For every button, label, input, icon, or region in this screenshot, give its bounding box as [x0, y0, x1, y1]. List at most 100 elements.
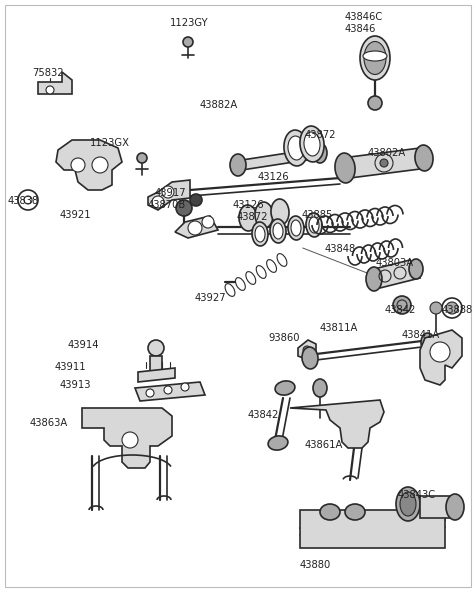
Text: 43882A: 43882A — [200, 100, 238, 110]
Ellipse shape — [309, 217, 319, 233]
Text: 43917: 43917 — [155, 188, 187, 198]
Circle shape — [162, 186, 174, 198]
Text: 43838: 43838 — [8, 196, 39, 206]
Circle shape — [183, 37, 193, 47]
Ellipse shape — [313, 143, 327, 163]
Circle shape — [188, 221, 202, 235]
Text: 43888: 43888 — [442, 305, 473, 315]
Text: 43927: 43927 — [195, 293, 227, 303]
Text: 43880: 43880 — [300, 560, 331, 570]
Ellipse shape — [360, 36, 390, 80]
Ellipse shape — [288, 136, 304, 160]
Text: 1123GY: 1123GY — [170, 18, 208, 28]
Circle shape — [446, 302, 458, 314]
Polygon shape — [298, 340, 316, 360]
Circle shape — [393, 296, 411, 314]
Ellipse shape — [284, 130, 308, 166]
Text: 75832: 75832 — [32, 68, 64, 78]
Circle shape — [430, 302, 442, 314]
Ellipse shape — [300, 126, 324, 162]
Text: 43921: 43921 — [60, 210, 91, 220]
Text: 43863A: 43863A — [30, 418, 68, 428]
Ellipse shape — [400, 492, 416, 516]
Polygon shape — [56, 140, 122, 190]
Ellipse shape — [291, 220, 301, 236]
Ellipse shape — [304, 132, 320, 156]
Ellipse shape — [363, 51, 387, 61]
Ellipse shape — [306, 213, 322, 237]
Ellipse shape — [268, 436, 288, 450]
Circle shape — [71, 158, 85, 172]
Ellipse shape — [230, 154, 246, 176]
Circle shape — [137, 153, 147, 163]
Text: 43870B: 43870B — [148, 200, 186, 210]
Text: 43885: 43885 — [302, 210, 333, 220]
Text: 43802A: 43802A — [368, 148, 406, 158]
Text: 1123GX: 1123GX — [90, 138, 130, 148]
Circle shape — [122, 432, 138, 448]
Ellipse shape — [313, 379, 327, 397]
Circle shape — [202, 216, 214, 228]
Text: 43846: 43846 — [345, 24, 377, 34]
Ellipse shape — [396, 487, 420, 521]
Ellipse shape — [366, 267, 382, 291]
Circle shape — [181, 383, 189, 391]
Ellipse shape — [275, 381, 295, 395]
Polygon shape — [420, 330, 462, 385]
Circle shape — [152, 196, 164, 208]
Circle shape — [430, 342, 450, 362]
Text: 43872: 43872 — [305, 130, 337, 140]
Ellipse shape — [364, 41, 386, 75]
Ellipse shape — [270, 219, 286, 243]
Circle shape — [190, 194, 202, 206]
Circle shape — [380, 159, 388, 167]
Text: 43811A: 43811A — [320, 323, 358, 333]
Ellipse shape — [255, 226, 265, 242]
Text: 43843C: 43843C — [398, 490, 436, 500]
Text: 43911: 43911 — [55, 362, 87, 372]
Ellipse shape — [446, 494, 464, 520]
Text: 43842: 43842 — [385, 305, 416, 315]
Ellipse shape — [288, 216, 304, 240]
Text: 43861A: 43861A — [305, 440, 343, 450]
Text: 43848: 43848 — [325, 244, 356, 254]
Ellipse shape — [271, 199, 289, 225]
Polygon shape — [175, 216, 218, 238]
Text: 43846C: 43846C — [345, 12, 383, 22]
Text: 43841A: 43841A — [402, 330, 440, 340]
Circle shape — [148, 340, 164, 356]
Ellipse shape — [239, 205, 257, 231]
Polygon shape — [290, 400, 384, 448]
Text: 43842: 43842 — [248, 410, 279, 420]
Polygon shape — [38, 72, 72, 94]
Ellipse shape — [320, 504, 340, 520]
Text: 43803A: 43803A — [376, 258, 414, 268]
Polygon shape — [82, 408, 172, 468]
Ellipse shape — [345, 504, 365, 520]
Circle shape — [46, 86, 54, 94]
Text: 43872: 43872 — [237, 212, 268, 222]
Polygon shape — [342, 148, 428, 178]
Circle shape — [303, 346, 311, 354]
Circle shape — [164, 386, 172, 394]
Polygon shape — [238, 148, 320, 170]
Text: 43126: 43126 — [233, 200, 265, 210]
Polygon shape — [370, 260, 420, 288]
Ellipse shape — [273, 223, 283, 239]
Text: 43913: 43913 — [60, 380, 91, 390]
Circle shape — [146, 389, 154, 397]
Ellipse shape — [255, 202, 273, 228]
Ellipse shape — [302, 347, 318, 369]
Polygon shape — [148, 180, 190, 210]
Ellipse shape — [335, 153, 355, 183]
Bar — [150, 356, 162, 378]
Text: 43126: 43126 — [258, 172, 289, 182]
Polygon shape — [138, 368, 175, 382]
Text: 43914: 43914 — [68, 340, 99, 350]
Bar — [420, 496, 456, 518]
Text: 93860: 93860 — [268, 333, 299, 343]
Ellipse shape — [421, 333, 435, 353]
Ellipse shape — [252, 222, 268, 246]
Polygon shape — [135, 382, 205, 401]
Ellipse shape — [409, 259, 423, 279]
